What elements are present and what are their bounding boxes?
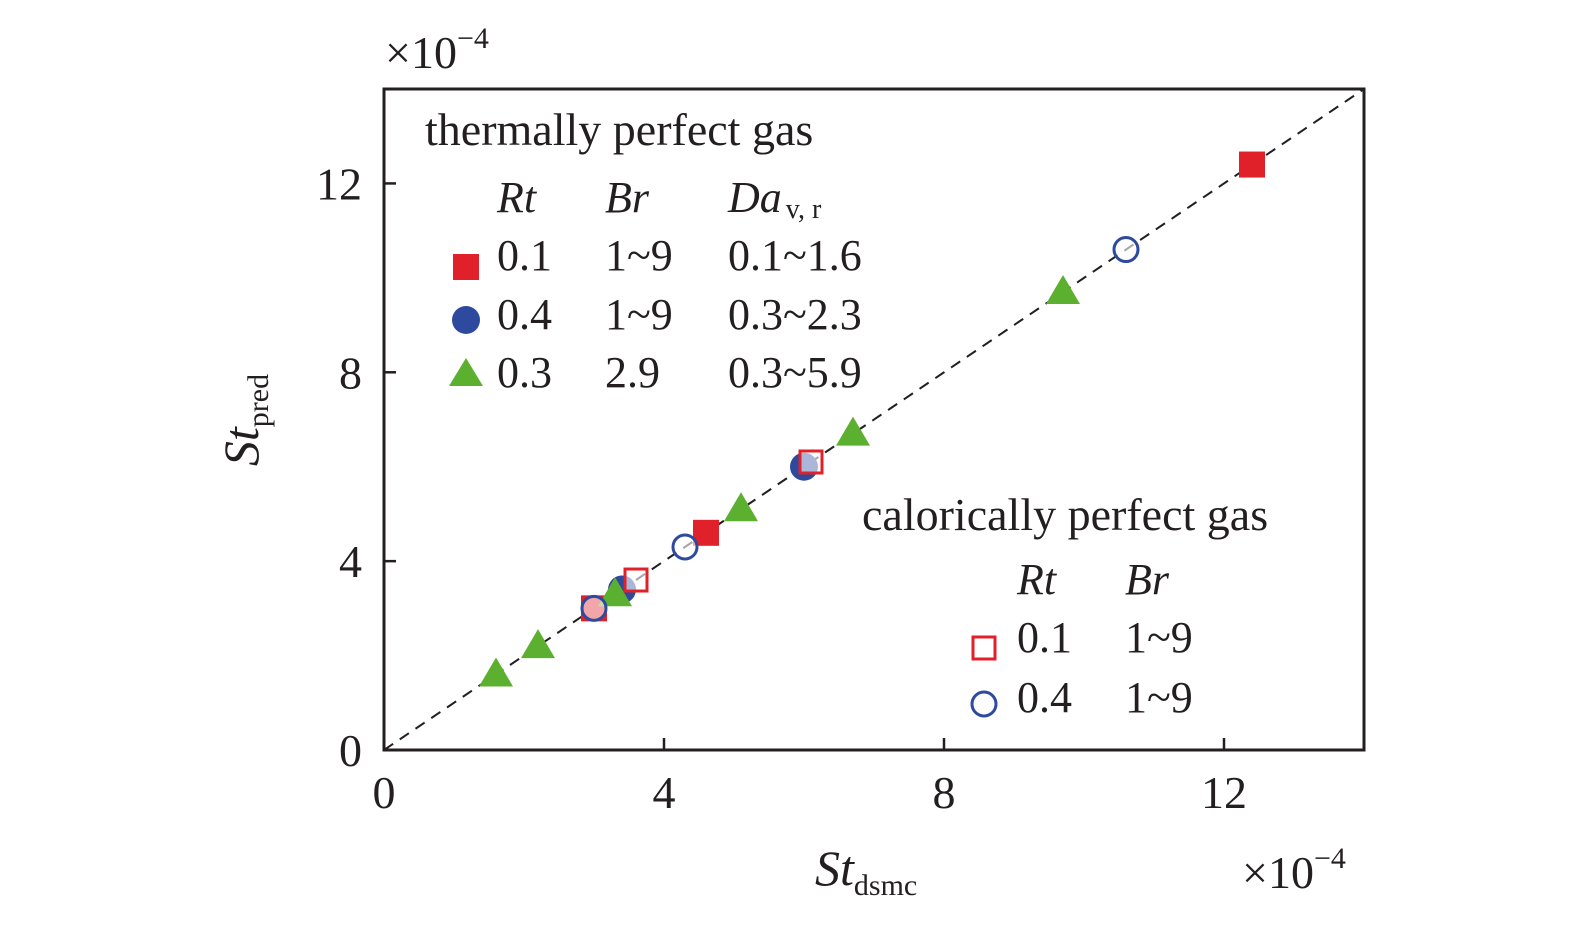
data-point-open-circle xyxy=(580,594,608,622)
legend-2-title: calorically perfect gas xyxy=(862,489,1268,540)
legend-1-row-2: 0.4 1~9 0.3~2.3 xyxy=(452,290,862,339)
x-multiplier-exp: −4 xyxy=(1314,842,1346,875)
legend-1-header-br: Br xyxy=(605,173,650,222)
legend-2-row-2-rt: 0.4 xyxy=(1017,673,1072,722)
x-tick-labels: 0 4 8 12 xyxy=(373,767,1248,818)
legend-filled-circle-marker xyxy=(452,306,480,334)
data-point-filled-triangle xyxy=(479,657,513,687)
legend-1-row-2-rt: 0.4 xyxy=(497,290,552,339)
legend-2-header-br: Br xyxy=(1125,555,1170,604)
data-point-filled-triangle xyxy=(836,416,870,446)
legend-1-header-da-main: Da xyxy=(727,173,782,222)
x-multiplier-base: ×10 xyxy=(1242,847,1314,898)
data-points xyxy=(479,151,1265,687)
legend-1-row-1-rt: 0.1 xyxy=(497,231,552,280)
reference-diagonal-line xyxy=(383,88,1365,751)
data-point-filled-triangle xyxy=(724,492,758,522)
x-tick-label: 12 xyxy=(1201,767,1247,818)
y-axis-multiplier: ×10−4 xyxy=(385,22,489,78)
legend-open-square-marker xyxy=(971,635,997,661)
legend-2-row-1-br: 1~9 xyxy=(1125,613,1193,662)
y-axis-title-main: St xyxy=(213,426,269,466)
legend-filled-triangle-marker xyxy=(449,358,483,386)
legend-open-circle-marker xyxy=(970,690,998,718)
data-point-filled-square xyxy=(1239,151,1265,178)
data-point-filled-triangle xyxy=(598,577,632,607)
legend-1-row-3-da: 0.3~5.9 xyxy=(728,348,862,397)
y-tick-labels: 0 4 8 12 xyxy=(316,158,362,776)
legend-1-row-2-br: 1~9 xyxy=(605,290,673,339)
legend-2-row-1: 0.1 1~9 xyxy=(971,613,1193,662)
x-tick-label: 0 xyxy=(373,767,396,818)
data-point-open-circle xyxy=(1112,236,1140,264)
legend-1-title: thermally perfect gas xyxy=(425,104,813,155)
x-tick-label: 8 xyxy=(933,767,956,818)
data-point-filled-triangle xyxy=(1046,275,1080,305)
y-tick-label: 0 xyxy=(339,725,362,776)
data-point-filled-triangle xyxy=(521,629,555,659)
y-tick-label: 4 xyxy=(339,536,362,587)
legend-2-row-1-rt: 0.1 xyxy=(1017,613,1072,662)
legend-1-row-3-rt: 0.3 xyxy=(497,348,552,397)
legend-1-header-da-sub: v, r xyxy=(786,194,822,225)
x-axis-title-main: St xyxy=(815,840,855,896)
legend-1-row-3: 0.3 2.9 0.3~5.9 xyxy=(449,348,862,397)
legend-1-row-3-br: 2.9 xyxy=(605,348,660,397)
legend-1-row-1-br: 1~9 xyxy=(605,231,673,280)
data-point-open-square xyxy=(798,449,824,475)
x-tick-label: 4 xyxy=(653,767,676,818)
x-axis-multiplier: ×10−4 xyxy=(1242,842,1346,898)
legend-filled-square-marker xyxy=(453,254,479,280)
y-tick-label: 8 xyxy=(339,347,362,398)
x-axis-title: Stdsmc xyxy=(815,840,917,902)
y-axis-title-sub: pred xyxy=(242,374,275,427)
y-tick-label: 12 xyxy=(316,158,362,209)
legend-2-row-2-br: 1~9 xyxy=(1125,673,1193,722)
legend-2-row-2: 0.4 1~9 xyxy=(970,673,1193,722)
legend-1-row-1: 0.1 1~9 0.1~1.6 xyxy=(453,231,862,280)
legend-thermally-perfect: thermally perfect gas Rt Br Da v, r 0.1 1… xyxy=(425,104,862,397)
plot-frame xyxy=(382,87,1366,752)
x-axis-title-sub: dsmc xyxy=(854,869,917,902)
legend-1-header-da: Da v, r xyxy=(727,173,822,225)
axis-ticks xyxy=(382,182,1226,752)
y-axis-title: Stpred xyxy=(213,374,275,466)
y-multiplier-base: ×10 xyxy=(385,27,457,78)
legend-1-header-rt: Rt xyxy=(496,173,538,222)
data-point-filled-square xyxy=(693,519,719,546)
legend-2-header-rt: Rt xyxy=(1016,555,1058,604)
legend-1-row-2-da: 0.3~2.3 xyxy=(728,290,862,339)
data-point-open-square xyxy=(623,567,649,593)
legend-1-row-1-da: 0.1~1.6 xyxy=(728,231,862,280)
data-point-open-circle xyxy=(671,533,699,561)
y-multiplier-exp: −4 xyxy=(457,22,489,55)
legend-calorically-perfect: calorically perfect gas Rt Br 0.1 1~9 0.… xyxy=(862,489,1268,722)
